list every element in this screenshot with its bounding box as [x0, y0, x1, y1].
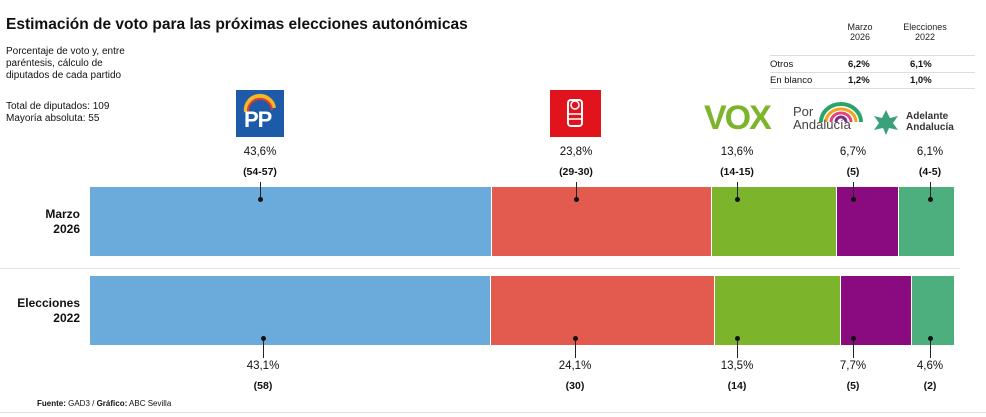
table-row: Otros 6,2% 6,1%: [770, 55, 975, 73]
adelante-andalucia-logo: Adelante Andalucía: [873, 108, 963, 138]
bar-pp: [90, 276, 491, 345]
row-label: Elecciones 2022: [17, 296, 80, 325]
row-divider: [0, 268, 960, 269]
value-label: 13,6%: [720, 146, 754, 158]
label-dot: [851, 197, 856, 202]
bar-por-andalucia: [836, 187, 899, 256]
bar-adelante-andalucia: [912, 276, 955, 345]
seats-label: (4-5): [918, 166, 942, 178]
label-leader: [263, 338, 264, 358]
seats-label: (5): [846, 380, 860, 392]
label-dot: [928, 336, 933, 341]
value-label: 13,5%: [720, 360, 754, 372]
seats-label: (2): [923, 380, 937, 392]
bar-vox: [715, 276, 841, 345]
label-dot: [928, 197, 933, 202]
value-label: 6,7%: [839, 146, 867, 158]
seats-label: (14): [727, 380, 747, 392]
value-label: 23,8%: [559, 146, 593, 158]
bar-vox: [711, 187, 837, 256]
seats-label: (14-15): [720, 166, 754, 178]
bar-por-andalucia: [840, 276, 913, 345]
chart-notes: Total de diputados: 109 Mayoría absoluta…: [6, 101, 109, 125]
absolute-majority: Mayoría absoluta: 55: [6, 113, 100, 124]
value-label: 6,1%: [916, 146, 944, 158]
seats-label: (29-30): [559, 166, 593, 178]
value-label: 24,1%: [558, 360, 592, 372]
value-label: 4,6%: [916, 360, 944, 372]
chart-title: Estimación de voto para las próximas ele…: [6, 16, 468, 33]
label-leader: [930, 338, 931, 358]
label-leader: [575, 338, 576, 358]
label-dot: [261, 336, 266, 341]
seats-label: (54-57): [243, 166, 277, 178]
bar-adelante-andalucia: [898, 187, 955, 256]
label-leader: [260, 182, 261, 199]
total-seats: Total de diputados: 109: [6, 101, 110, 112]
label-dot: [851, 336, 856, 341]
table-header-elecciones: Elecciones 2022: [903, 22, 947, 42]
label-leader: [930, 182, 931, 199]
bar-psoe: [490, 276, 716, 345]
label-dot: [735, 336, 740, 341]
table-header-marzo: Marzo 2026: [847, 22, 873, 42]
bar-pp: [90, 187, 493, 256]
pp-logo: PP: [236, 90, 284, 137]
value-label: 7,7%: [839, 360, 867, 372]
value-label: 43,6%: [243, 146, 277, 158]
bottom-rule: [0, 412, 986, 413]
por-andalucia-logo: Por Andalucía: [793, 100, 868, 140]
vox-logo: VOX: [704, 99, 772, 137]
seats-label: (5): [846, 166, 860, 178]
chart-subtitle: Porcentaje de voto y, entre paréntesis, …: [6, 46, 125, 81]
psoe-logo: [550, 90, 601, 137]
label-dot: [735, 197, 740, 202]
label-leader: [853, 338, 854, 358]
label-leader: [737, 182, 738, 199]
seats-label: (30): [565, 380, 585, 392]
label-leader: [853, 182, 854, 199]
source-note: Fuente: GAD3 / Gráfico: ABC Sevilla: [37, 399, 172, 408]
seats-label: (58): [253, 380, 273, 392]
label-leader: [737, 338, 738, 358]
label-dot: [258, 197, 263, 202]
bar-psoe: [492, 187, 712, 256]
table-row: En blanco 1,2% 1,0%: [770, 72, 975, 89]
label-dot: [574, 197, 579, 202]
value-label: 43,1%: [246, 360, 280, 372]
label-leader: [576, 182, 577, 199]
row-label: Marzo 2026: [45, 207, 80, 236]
label-dot: [573, 336, 578, 341]
